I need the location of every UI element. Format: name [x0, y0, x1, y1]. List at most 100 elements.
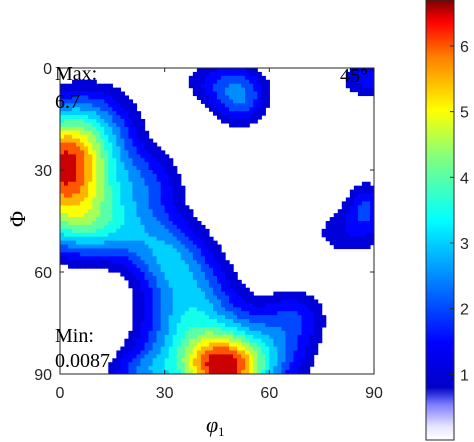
contour-cell [277, 315, 283, 320]
contour-cell [136, 146, 142, 151]
contour-cell [192, 319, 198, 324]
contour-cell [265, 315, 270, 320]
contour-cell [176, 197, 182, 202]
contour-cell [365, 201, 371, 206]
contour-cell [297, 299, 303, 304]
contour-cell [253, 334, 258, 340]
contour-cell [68, 205, 73, 210]
contour-cell [196, 307, 202, 312]
contour-cell [60, 240, 65, 246]
contour-cell [64, 209, 69, 214]
contour-cell [301, 295, 307, 301]
contour-cell [281, 342, 287, 348]
contour-cell [289, 366, 295, 371]
contour-cell [265, 330, 270, 336]
contour-cell [160, 358, 166, 363]
contour-cell [281, 323, 287, 328]
contour-cell [285, 315, 291, 320]
contour-cell [64, 244, 69, 250]
contour-cell [96, 205, 101, 210]
contour-cell [164, 256, 170, 261]
contour-cell [92, 134, 97, 140]
contour-cell [188, 366, 194, 371]
contour-cell [200, 350, 206, 355]
contour-cell [188, 350, 194, 355]
contour-cell [176, 193, 182, 199]
contour-cell [136, 170, 142, 175]
contour-cell [184, 205, 190, 210]
contour-cell [76, 173, 81, 179]
contour-cell [365, 221, 371, 226]
contour-cell [96, 244, 101, 250]
contour-cell [188, 358, 194, 363]
contour-cell [345, 213, 351, 218]
contour-cell [237, 103, 242, 108]
contour-cell [136, 240, 142, 246]
contour-cell [64, 170, 69, 175]
contour-cell [184, 311, 190, 316]
contour-cell [333, 232, 339, 238]
contour-cell [269, 323, 274, 328]
contour-cell [128, 334, 134, 340]
contour-cell [204, 362, 210, 367]
contour-cell [124, 272, 130, 277]
contour-cell [60, 205, 65, 210]
contour-cell [144, 205, 150, 210]
contour-cell [361, 240, 367, 246]
contour-cell [229, 99, 234, 104]
contour-cell [369, 79, 374, 85]
contour-cell [72, 181, 77, 187]
contour-cell [156, 319, 162, 324]
contour-cell [176, 370, 182, 374]
contour-cell [76, 236, 81, 242]
contour-cell [128, 236, 134, 242]
contour-cell [257, 311, 262, 316]
contour-cell [289, 319, 295, 324]
contour-cell [104, 264, 109, 269]
contour-cell [124, 221, 130, 226]
contour-cell [128, 150, 134, 155]
contour-cell [168, 311, 174, 316]
contour-cell [172, 350, 178, 355]
contour-cell [241, 79, 246, 85]
contour-cell [128, 283, 134, 289]
contour-cell [237, 87, 242, 93]
contour-cell [249, 299, 254, 304]
contour-cell [64, 126, 69, 132]
contour-cell [72, 79, 77, 85]
contour-cell [76, 221, 81, 226]
contour-cell [116, 240, 121, 246]
contour-cell [329, 236, 335, 242]
contour-cell [76, 138, 81, 144]
contour-cell [180, 315, 186, 320]
contour-cell [60, 213, 65, 218]
contour-cell [168, 170, 174, 175]
contour-cell [361, 209, 367, 214]
contour-cell [229, 75, 234, 81]
contour-cell [188, 221, 194, 226]
contour-cell [217, 111, 222, 116]
contour-cell [357, 217, 363, 222]
contour-cell [108, 201, 113, 206]
contour-cell [76, 154, 81, 159]
contour-cell [212, 275, 218, 281]
contour-cell [305, 323, 311, 328]
contour-cell [192, 354, 198, 359]
contour-cell [229, 272, 234, 277]
contour-cell [285, 323, 291, 328]
contour-cell [80, 99, 85, 104]
contour-cell [136, 209, 142, 214]
contour-cell [156, 362, 162, 367]
contour-cell [92, 119, 97, 124]
contour-cell [196, 287, 202, 293]
contour-cell [325, 228, 331, 234]
contour-cell [144, 138, 150, 144]
contour-cell [277, 326, 283, 332]
contour-cell [221, 370, 226, 374]
contour-cell [160, 221, 166, 226]
contour-cell [140, 299, 146, 304]
contour-cell [148, 197, 154, 202]
contour-cell [168, 338, 174, 344]
contour-cell [124, 126, 130, 132]
contour-cell [164, 232, 170, 238]
